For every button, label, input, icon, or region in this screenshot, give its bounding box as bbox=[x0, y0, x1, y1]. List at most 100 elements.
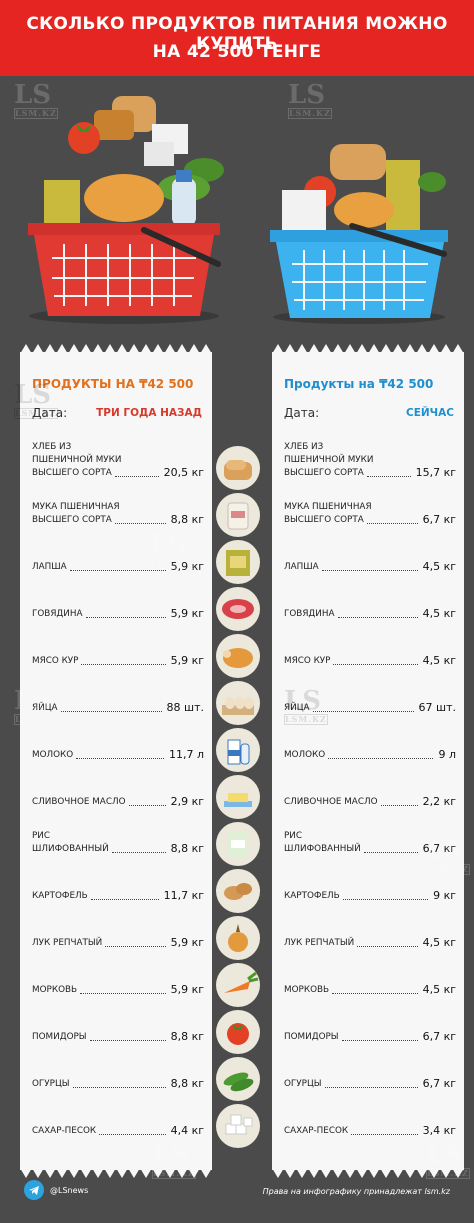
dot-leader bbox=[333, 662, 418, 665]
quantity-old: 5,9 кг bbox=[168, 607, 204, 621]
product-name: СЛИВОЧНОЕ МАСЛО bbox=[32, 797, 126, 807]
milk-icon bbox=[216, 728, 260, 772]
product-name: РИС ШЛИФОВАННЫЙ bbox=[32, 831, 109, 854]
quantity-now: 4,5 кг bbox=[420, 654, 456, 668]
tomato-icon bbox=[216, 1010, 260, 1054]
product-name: МЯСО КУР bbox=[32, 656, 79, 666]
product-row: МУКА ПШЕНИЧНАЯ ВЫСШЕГО СОРТА 6,7 кг bbox=[284, 479, 456, 527]
watermark-logo: LS LSM.KZ bbox=[426, 836, 470, 875]
quantity-now: 3,4 кг bbox=[420, 1124, 456, 1138]
product-name: МОРКОВЬ bbox=[32, 985, 78, 995]
dot-leader bbox=[337, 615, 418, 618]
header-title-line1: СКОЛЬКО ПРОДУКТОВ ПИТАНИЯ МОЖНО КУПИТЬ bbox=[26, 14, 448, 54]
dot-leader bbox=[357, 944, 418, 947]
quantity-old: 5,9 кг bbox=[168, 983, 204, 997]
header-banner: СКОЛЬКО ПРОДУКТОВ ПИТАНИЯ МОЖНО КУПИТЬ Н… bbox=[0, 0, 474, 76]
dot-leader bbox=[366, 521, 418, 524]
product-name: МУКА ПШЕНИЧНАЯ ВЫСШЕГО СОРТА bbox=[32, 502, 120, 525]
product-row: СЛИВОЧНОЕ МАСЛО 2,9 кг bbox=[32, 761, 204, 809]
dot-leader bbox=[328, 756, 434, 759]
eggs-icon bbox=[216, 681, 260, 725]
dot-leader bbox=[85, 615, 166, 618]
flour-icon bbox=[216, 493, 260, 537]
watermark-logo: LS LSM.KZ bbox=[14, 80, 58, 119]
dot-leader bbox=[363, 850, 418, 853]
product-row: ЯЙЦА 88 шт. bbox=[32, 667, 204, 715]
onion-icon bbox=[216, 916, 260, 960]
quantity-now: 9 кг bbox=[431, 889, 456, 903]
receipt-edge-top bbox=[20, 344, 212, 354]
product-name: МУКА ПШЕНИЧНАЯ ВЫСШЕГО СОРТА bbox=[284, 502, 372, 525]
date-value: ТРИ ГОДА НАЗАД bbox=[96, 407, 202, 419]
chicken-icon bbox=[216, 634, 260, 678]
quantity-now: 6,7 кг bbox=[420, 842, 456, 856]
product-row: ЛУК РЕПЧАТЫЙ 4,5 кг bbox=[284, 902, 456, 950]
product-name: САХАР-ПЕСОК bbox=[32, 1126, 97, 1136]
footer-copyright: Права на инфографику принадлежат lsm.kz bbox=[262, 1187, 450, 1196]
quantity-now: 15,7 кг bbox=[413, 466, 456, 480]
dot-leader bbox=[89, 1038, 166, 1041]
product-name: ГОВЯДИНА bbox=[284, 609, 335, 619]
sugar-icon bbox=[216, 1104, 260, 1148]
product-row: СЛИВОЧНОЕ МАСЛО 2,2 кг bbox=[284, 761, 456, 809]
dot-leader bbox=[324, 1085, 418, 1088]
quantity-now: 67 шт. bbox=[416, 701, 456, 715]
dot-leader bbox=[60, 709, 162, 712]
quantity-now: 2,2 кг bbox=[420, 795, 456, 809]
receipt-title: Продукты на ₸42 500 bbox=[284, 377, 434, 391]
product-name: ОГУРЦЫ bbox=[32, 1079, 70, 1089]
dot-leader bbox=[321, 568, 418, 571]
product-name: МОЛОКО bbox=[32, 750, 74, 760]
product-row: МОРКОВЬ 4,5 кг bbox=[284, 949, 456, 997]
quantity-old: 11,7 кг bbox=[161, 889, 204, 903]
quantity-old: 5,9 кг bbox=[168, 654, 204, 668]
watermark-logo: LS LSM.KZ bbox=[14, 380, 58, 419]
quantity-old: 8,8 кг bbox=[168, 1030, 204, 1044]
watermark-logo: LS LSM.KZ bbox=[152, 1140, 196, 1179]
product-name: ЯЙЦА bbox=[32, 703, 58, 713]
product-row: САХАР-ПЕСОК 3,4 кг bbox=[284, 1090, 456, 1138]
dot-leader bbox=[80, 991, 166, 994]
product-row: МОЛОКО 11,7 л bbox=[32, 714, 204, 762]
dot-leader bbox=[105, 944, 166, 947]
product-name: ГОВЯДИНА bbox=[32, 609, 83, 619]
product-row: ПОМИДОРЫ 8,8 кг bbox=[32, 996, 204, 1044]
product-name: КАРТОФЕЛЬ bbox=[284, 891, 340, 901]
product-row: КАРТОФЕЛЬ 11,7 кг bbox=[32, 855, 204, 903]
product-row: ГОВЯДИНА 5,9 кг bbox=[32, 573, 204, 621]
product-name: ХЛЕБ ИЗ ПШЕНИЧНОЙ МУКИ ВЫСШЕГО СОРТА bbox=[32, 442, 122, 478]
product-row: ОГУРЦЫ 8,8 кг bbox=[32, 1043, 204, 1091]
watermark-logo: LS LSM.KZ bbox=[150, 530, 194, 569]
dot-leader bbox=[114, 474, 159, 477]
product-name: СЛИВОЧНОЕ МАСЛО bbox=[284, 797, 378, 807]
rice-icon bbox=[216, 822, 260, 866]
potato-icon bbox=[216, 869, 260, 913]
watermark-logo: LS LSM.KZ bbox=[14, 686, 58, 725]
dot-leader bbox=[81, 662, 166, 665]
product-row: КАРТОФЕЛЬ 9 кг bbox=[284, 855, 456, 903]
date-label: Дата: bbox=[284, 406, 320, 420]
watermark-logo: LS LSM.KZ bbox=[288, 80, 332, 119]
dot-leader bbox=[114, 521, 166, 524]
product-name: ЛУК РЕПЧАТЫЙ bbox=[32, 938, 103, 948]
quantity-old: 88 шт. bbox=[164, 701, 204, 715]
product-row: ЛУК РЕПЧАТЫЙ 5,9 кг bbox=[32, 902, 204, 950]
date-value: СЕЙЧАС bbox=[406, 407, 454, 419]
dot-leader bbox=[128, 803, 166, 806]
dot-leader bbox=[351, 1132, 418, 1135]
dot-leader bbox=[380, 803, 418, 806]
quantity-old: 5,9 кг bbox=[168, 560, 204, 574]
product-row: ХЛЕБ ИЗ ПШЕНИЧНОЙ МУКИ ВЫСШЕГО СОРТА 20,5… bbox=[32, 424, 204, 480]
date-label: Дата: bbox=[32, 406, 68, 420]
telegram-icon bbox=[24, 1180, 44, 1200]
receipt-edge-bottom bbox=[20, 1168, 212, 1178]
product-row: ПОМИДОРЫ 6,7 кг bbox=[284, 996, 456, 1044]
product-row: МОРКОВЬ 5,9 кг bbox=[32, 949, 204, 997]
product-name: ЛАПША bbox=[32, 562, 67, 572]
receipt-edge-top bbox=[272, 344, 464, 354]
quantity-old: 8,8 кг bbox=[168, 1077, 204, 1091]
product-name: ЯЙЦА bbox=[284, 703, 310, 713]
product-name: ОГУРЦЫ bbox=[284, 1079, 322, 1089]
product-row: ЛАПША 4,5 кг bbox=[284, 526, 456, 574]
product-name: МОРКОВЬ bbox=[284, 985, 330, 995]
